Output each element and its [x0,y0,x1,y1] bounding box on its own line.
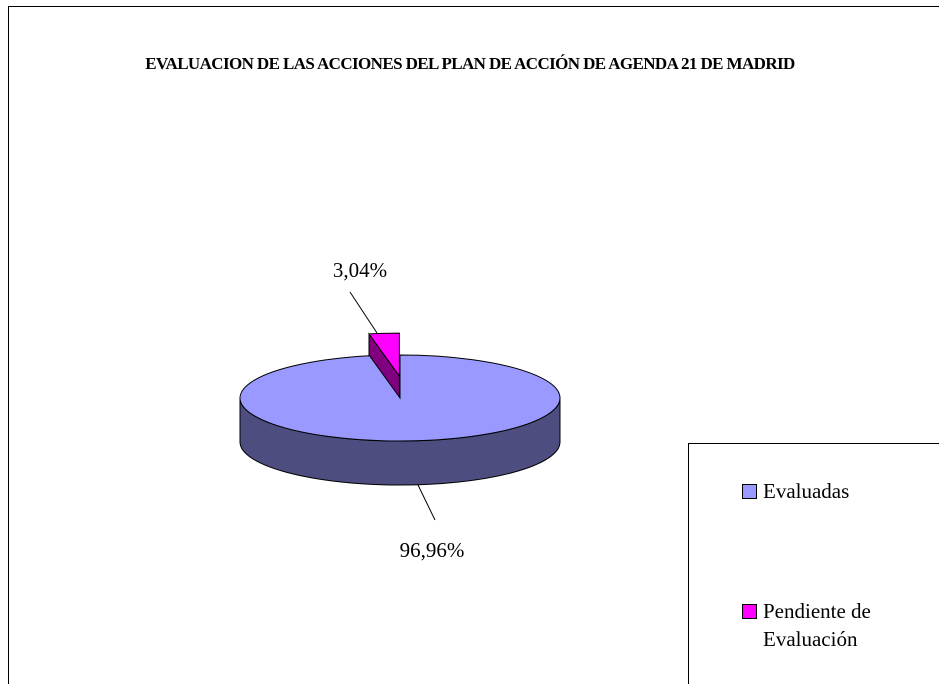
legend-item: Evaluadas [742,477,903,505]
chart-border [8,6,939,684]
chart-title: EVALUACION DE LAS ACCIONES DEL PLAN DE A… [145,54,795,73]
legend-label: Evaluadas [763,479,850,503]
legend-label: Pendiente de Evaluación [763,599,871,651]
data-label: 96,96% [400,538,465,562]
leader-line [417,484,436,521]
leader-line [349,291,378,334]
pie-slice [239,354,561,486]
slice-top [368,332,400,378]
legend-item: Pendiente de Evaluación [742,597,903,653]
data-label: 3,04% [333,258,387,282]
legend: Evaluadas Pendiente de Evaluación [688,443,939,684]
legend-swatch [742,604,757,619]
legend-swatch [742,484,757,499]
slice-top [239,354,561,442]
